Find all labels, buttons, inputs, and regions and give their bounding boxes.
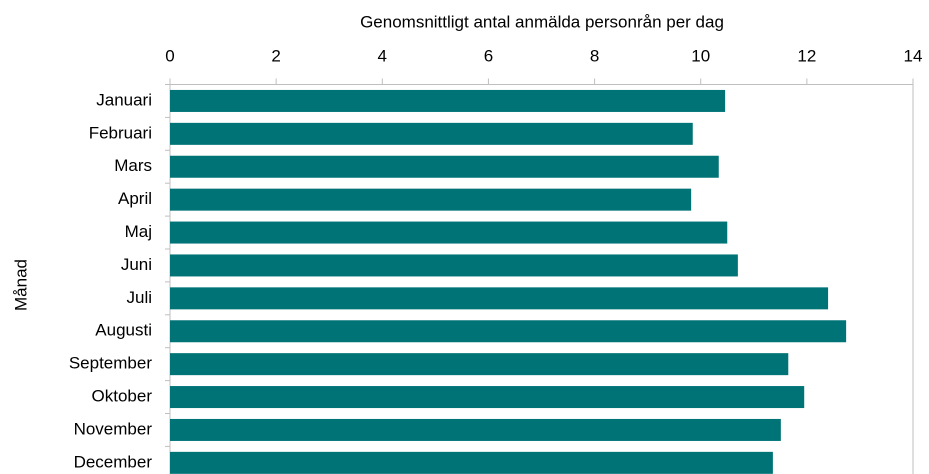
- y-tick-label: Maj: [125, 222, 152, 241]
- y-tick-label: November: [74, 419, 153, 438]
- bar: [170, 451, 773, 474]
- bar: [170, 386, 805, 409]
- y-tick-label: Augusti: [95, 321, 152, 340]
- x-tick-label: 8: [590, 46, 599, 65]
- x-tick-label: 2: [271, 46, 280, 65]
- x-tick-label: 4: [378, 46, 387, 65]
- bar: [170, 221, 728, 244]
- y-tick-label: Januari: [96, 90, 152, 109]
- bar: [170, 320, 847, 343]
- y-tick-label: Juli: [126, 288, 152, 307]
- bar: [170, 353, 789, 376]
- x-tick-label: 14: [904, 46, 923, 65]
- y-tick-label: April: [118, 189, 152, 208]
- axis-title: Genomsnittligt antal anmälda personrån p…: [360, 12, 724, 31]
- y-tick-label: Februari: [89, 123, 152, 142]
- x-tick-label: 10: [691, 46, 710, 65]
- bar: [170, 287, 829, 310]
- y-tick-label: December: [74, 452, 153, 471]
- bar: [170, 122, 693, 145]
- x-tick-label: 12: [797, 46, 816, 65]
- bar: [170, 254, 738, 277]
- bar: [170, 155, 719, 178]
- y-tick-label: Juni: [121, 255, 152, 274]
- y-tick-label: Mars: [114, 156, 152, 175]
- bar: [170, 418, 781, 441]
- y-tick-label: Oktober: [92, 387, 153, 406]
- x-tick-label: 0: [165, 46, 174, 65]
- x-tick-label: 6: [484, 46, 493, 65]
- y-axis-title: Månad: [11, 259, 30, 311]
- bar: [170, 188, 692, 211]
- bar: [170, 89, 726, 112]
- y-tick-label: September: [69, 354, 152, 373]
